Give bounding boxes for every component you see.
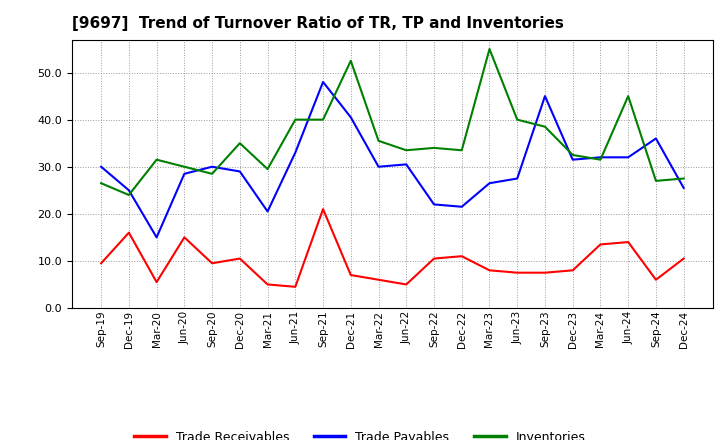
Inventories	[680, 176, 688, 181]
Trade Receivables	[346, 272, 355, 278]
Trade Receivables	[457, 253, 466, 259]
Inventories	[374, 138, 383, 143]
Inventories	[96, 180, 105, 186]
Trade Payables	[264, 209, 272, 214]
Trade Payables	[402, 162, 410, 167]
Inventories	[180, 164, 189, 169]
Inventories	[541, 124, 549, 129]
Inventories	[485, 46, 494, 51]
Trade Receivables	[291, 284, 300, 290]
Trade Payables	[374, 164, 383, 169]
Trade Receivables	[541, 270, 549, 275]
Inventories	[346, 58, 355, 63]
Trade Receivables	[652, 277, 660, 282]
Trade Receivables	[125, 230, 133, 235]
Line: Trade Receivables: Trade Receivables	[101, 209, 684, 287]
Inventories	[208, 171, 217, 176]
Trade Receivables	[568, 268, 577, 273]
Trade Receivables	[96, 260, 105, 266]
Trade Payables	[153, 235, 161, 240]
Trade Receivables	[485, 268, 494, 273]
Trade Receivables	[680, 256, 688, 261]
Inventories	[235, 140, 244, 146]
Inventories	[596, 157, 605, 162]
Trade Payables	[541, 93, 549, 99]
Trade Receivables	[153, 279, 161, 285]
Inventories	[125, 192, 133, 198]
Inventories	[264, 166, 272, 172]
Inventories	[319, 117, 328, 122]
Inventories	[291, 117, 300, 122]
Trade Payables	[125, 187, 133, 193]
Trade Receivables	[264, 282, 272, 287]
Trade Receivables	[235, 256, 244, 261]
Inventories	[457, 147, 466, 153]
Line: Trade Payables: Trade Payables	[101, 82, 684, 237]
Trade Payables	[513, 176, 521, 181]
Inventories	[652, 178, 660, 183]
Trade Payables	[652, 136, 660, 141]
Trade Payables	[319, 79, 328, 84]
Trade Receivables	[430, 256, 438, 261]
Trade Payables	[430, 202, 438, 207]
Trade Receivables	[208, 260, 217, 266]
Trade Payables	[208, 164, 217, 169]
Trade Receivables	[513, 270, 521, 275]
Trade Payables	[457, 204, 466, 209]
Trade Receivables	[402, 282, 410, 287]
Trade Payables	[680, 185, 688, 191]
Line: Inventories: Inventories	[101, 49, 684, 195]
Trade Payables	[96, 164, 105, 169]
Inventories	[568, 152, 577, 158]
Trade Receivables	[319, 206, 328, 212]
Inventories	[513, 117, 521, 122]
Trade Payables	[180, 171, 189, 176]
Trade Payables	[596, 155, 605, 160]
Trade Payables	[291, 150, 300, 155]
Trade Payables	[568, 157, 577, 162]
Trade Receivables	[374, 277, 383, 282]
Inventories	[402, 147, 410, 153]
Inventories	[153, 157, 161, 162]
Inventories	[624, 93, 632, 99]
Trade Payables	[235, 169, 244, 174]
Trade Receivables	[180, 235, 189, 240]
Trade Payables	[346, 115, 355, 120]
Legend: Trade Receivables, Trade Payables, Inventories: Trade Receivables, Trade Payables, Inven…	[130, 426, 590, 440]
Trade Payables	[485, 180, 494, 186]
Trade Payables	[624, 155, 632, 160]
Inventories	[430, 145, 438, 150]
Trade Receivables	[624, 239, 632, 245]
Trade Receivables	[596, 242, 605, 247]
Text: [9697]  Trend of Turnover Ratio of TR, TP and Inventories: [9697] Trend of Turnover Ratio of TR, TP…	[72, 16, 564, 32]
